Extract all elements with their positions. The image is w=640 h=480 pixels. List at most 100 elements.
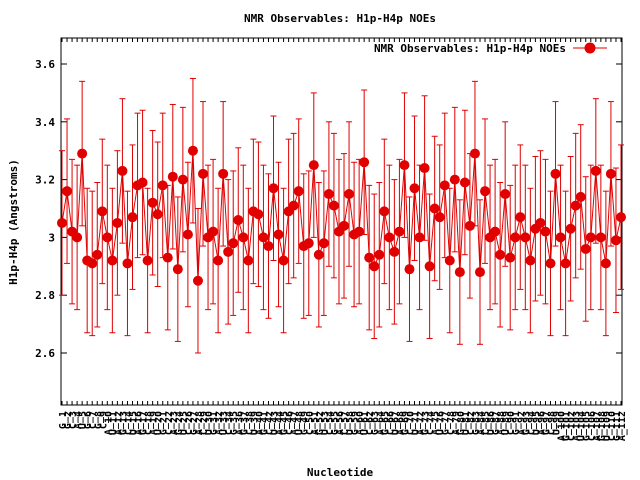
- x-tick-label: G_6: [83, 411, 94, 429]
- data-point: [379, 206, 390, 217]
- data-point: [172, 264, 183, 275]
- data-point: [344, 189, 355, 200]
- x-tick-label: G_91: [511, 411, 522, 435]
- x-tick-label: A_51: [310, 411, 321, 435]
- data-point: [112, 217, 123, 228]
- x-tick-label: C_106: [587, 411, 598, 441]
- x-tick-label: A_44: [275, 411, 286, 435]
- x-tick-label: G_93: [521, 411, 532, 435]
- data-point: [364, 252, 375, 263]
- data-point: [389, 246, 400, 257]
- data-point: [102, 232, 113, 243]
- x-tick-label: U_33: [219, 411, 230, 435]
- x-tick-label: C_78: [446, 411, 457, 435]
- x-tick-label: G_108: [597, 411, 608, 441]
- data-point: [313, 249, 324, 260]
- x-tick-label: G_101: [562, 411, 573, 441]
- x-tick-label: G_87: [491, 411, 502, 435]
- x-axis-label: Nucleotide: [307, 466, 374, 479]
- data-point: [253, 209, 264, 220]
- x-tick-label: G_8: [93, 411, 104, 429]
- x-tick-label: A_16: [134, 411, 145, 435]
- x-tick-label: G_41: [259, 411, 270, 435]
- data-point: [404, 264, 415, 275]
- data-point: [137, 177, 148, 188]
- x-tick-label: U_5: [78, 411, 89, 429]
- data-point: [585, 232, 596, 243]
- x-tick-label: U_11: [108, 411, 119, 435]
- x-tick-label: U_81: [461, 411, 472, 435]
- x-tick-label: C_82: [466, 411, 477, 435]
- data-point: [459, 177, 470, 188]
- x-tick-label: U_25: [179, 411, 190, 435]
- x-tick-label: U_67: [390, 411, 401, 435]
- x-tick-label: U_53: [320, 411, 331, 435]
- data-point: [122, 258, 133, 269]
- data-point: [208, 226, 219, 237]
- data-point: [616, 212, 626, 223]
- data-point: [439, 180, 450, 191]
- x-tick-label: G_37: [239, 411, 250, 435]
- data-point: [293, 186, 304, 197]
- data-point: [258, 232, 269, 243]
- data-point: [560, 258, 571, 269]
- x-tick-label: C_7: [88, 411, 99, 429]
- x-tick-label: G_105: [582, 411, 593, 441]
- data-point: [409, 183, 420, 194]
- data-point: [288, 200, 299, 211]
- x-tick-label: U_58: [345, 411, 356, 435]
- x-tick-label: G_52: [315, 411, 326, 435]
- data-point: [454, 267, 465, 278]
- data-point: [464, 220, 475, 231]
- data-point: [590, 165, 601, 176]
- x-tick-label: A_36: [234, 411, 245, 435]
- x-tick-label: C_42: [264, 411, 275, 435]
- data-point: [510, 232, 521, 243]
- data-point: [570, 200, 581, 211]
- data-point: [167, 171, 178, 182]
- x-tick-label: A_56: [335, 411, 346, 435]
- data-point: [142, 255, 153, 266]
- data-point: [399, 160, 410, 171]
- x-tick-label: A_64: [375, 411, 386, 435]
- data-point: [303, 238, 314, 249]
- data-point: [117, 165, 128, 176]
- x-tick-label: G_77: [441, 411, 452, 435]
- x-tick-label: G_13: [118, 411, 129, 435]
- data-point: [490, 226, 501, 237]
- data-point: [610, 235, 621, 246]
- data-point: [520, 232, 531, 243]
- x-tick-label: C_85: [481, 411, 492, 435]
- x-tick-label: C_102: [567, 411, 578, 441]
- x-tick-label: U_104: [577, 411, 588, 441]
- x-tick-label: A_10: [103, 411, 114, 435]
- x-tick-label: G_55: [330, 411, 341, 435]
- data-point: [575, 191, 586, 202]
- x-tick-label: C_22: [164, 411, 175, 435]
- x-tick-label: A_32: [214, 411, 225, 435]
- y-axis: 2.6 2.8 3 3.2 3.4 3.6: [35, 58, 622, 360]
- x-tick-label: G_24: [174, 411, 185, 435]
- data-point: [444, 255, 455, 266]
- legend-label: NMR Observables: H1p-H4p NOEs: [374, 42, 566, 55]
- x-tick-label: C_90: [506, 411, 517, 435]
- x-tick-label: G_80: [456, 411, 467, 435]
- data-point: [419, 163, 430, 174]
- data-point: [429, 203, 440, 214]
- x-tick-label: G_45: [280, 411, 291, 435]
- x-tick-label: A_23: [169, 411, 180, 435]
- data-point: [238, 232, 249, 243]
- x-tick-label: U_20: [154, 411, 165, 435]
- chart-title: NMR Observables: H1p-H4p NOEs: [244, 12, 436, 25]
- x-tick-label: A_75: [431, 411, 442, 435]
- x-tick-label: A_72: [416, 411, 427, 435]
- x-tick-label: U_43: [270, 411, 281, 435]
- x-tick-label: C_66: [385, 411, 396, 435]
- data-point: [323, 189, 334, 200]
- x-tick-label: U_48: [295, 411, 306, 435]
- data-point: [213, 255, 224, 266]
- data-point: [278, 255, 289, 266]
- x-tick-label: C_29: [199, 411, 210, 435]
- data-point: [525, 255, 536, 266]
